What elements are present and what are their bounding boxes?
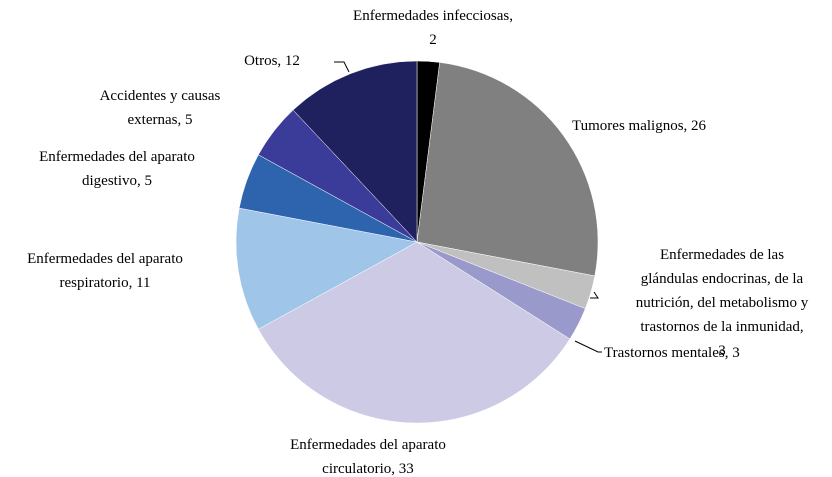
data-label: Trastornos mentales, 3 — [604, 345, 740, 361]
leader-line — [334, 61, 350, 73]
data-label: Enfermedades de las glándulas endocrinas,… — [636, 247, 809, 359]
data-label: Otros, 12 — [244, 53, 300, 69]
leader-line — [590, 291, 599, 299]
data-label: Accidentes y causas externas, 5 — [100, 88, 221, 128]
pie-slice — [258, 241, 571, 424]
data-label: Tumores malignos, 26 — [572, 118, 707, 134]
data-label: Enfermedades del aparato digestivo, 5 — [39, 149, 195, 189]
pie-slice — [235, 207, 418, 330]
pie-slice — [292, 60, 418, 243]
data-label: Enfermedades del aparato respiratorio, 11 — [27, 251, 183, 291]
data-label: Enfermedades infecciosas, 2 — [353, 8, 513, 48]
leader-line — [574, 340, 602, 353]
pie-slice — [416, 62, 599, 277]
data-label: Enfermedades del aparato circulatorio, 33 — [290, 437, 446, 477]
